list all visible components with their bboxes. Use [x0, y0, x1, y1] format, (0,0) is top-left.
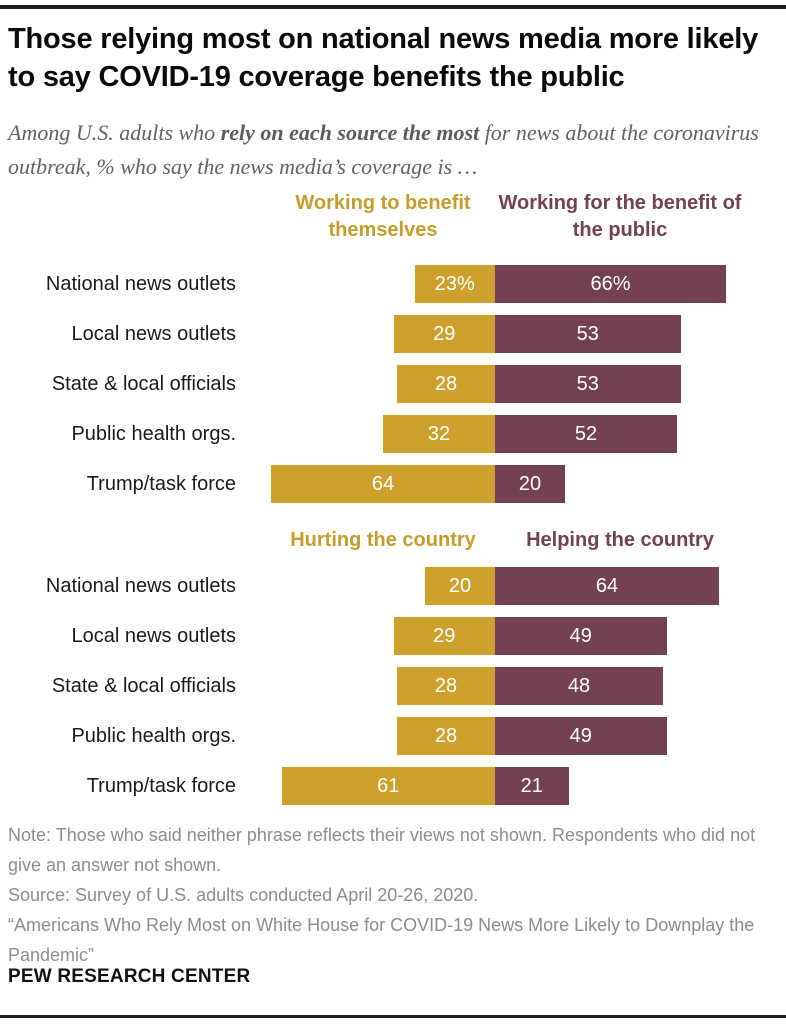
- bar-right-segment: 49: [495, 617, 667, 655]
- bar-right-segment: 53: [495, 365, 681, 403]
- quote-text: “Americans Who Rely Most on White House …: [8, 915, 755, 965]
- bar-left-segment: 61: [281, 767, 495, 805]
- row-label: National news outlets: [45, 272, 236, 295]
- bar-row: Trump/task force 61 21: [0, 767, 786, 805]
- bar-right-segment: 53: [495, 315, 681, 353]
- row-label: Trump/task force: [86, 472, 236, 495]
- bar-right-segment: 21: [495, 767, 569, 805]
- bar-row: National news outlets 23% 66%: [0, 265, 786, 303]
- brand-pew-research-center: PEW RESEARCH CENTER: [8, 966, 251, 987]
- bar-left-segment: 28: [397, 365, 495, 403]
- subtitle-text-prefix: Among U.S. adults who: [8, 120, 221, 145]
- bar-row: Public health orgs. 28 49: [0, 717, 786, 755]
- row-label: State & local officials: [51, 372, 236, 395]
- source-text: Source: Survey of U.S. adults conducted …: [8, 885, 479, 905]
- bar-left-segment: 29: [393, 315, 495, 353]
- row-label: Local news outlets: [71, 624, 236, 647]
- left-column-header: Working to benefit themselves: [295, 192, 471, 241]
- row-label: State & local officials: [51, 674, 236, 697]
- bar-left-segment: 20: [425, 567, 495, 605]
- note-text: Note: Those who said neither phrase refl…: [8, 825, 756, 875]
- chart-subtitle: Among U.S. adults who rely on each sourc…: [8, 116, 774, 184]
- subtitle-bold-text: rely on each source the most: [220, 120, 480, 145]
- bar-right-segment: 49: [495, 717, 667, 755]
- panel-benefit: Working to benefit themselves Working fo…: [0, 190, 786, 517]
- bar-row: Trump/task force 64 20: [0, 465, 786, 503]
- bar-row: State & local officials 28 48: [0, 667, 786, 705]
- left-column-header: Hurting the country: [290, 529, 476, 551]
- top-rule: [0, 5, 786, 9]
- page-title: Those relying most on national news medi…: [8, 23, 759, 93]
- bar-left-segment: 28: [397, 717, 495, 755]
- bottom-rule: [0, 1015, 786, 1018]
- row-label: Trump/task force: [86, 774, 236, 797]
- row-label: Public health orgs.: [71, 724, 236, 747]
- row-label: Local news outlets: [71, 322, 236, 345]
- bar-left-segment: 29: [393, 617, 495, 655]
- row-label: National news outlets: [45, 574, 236, 597]
- bar-right-segment: 52: [495, 415, 677, 453]
- bar-row: National news outlets 20 64: [0, 567, 786, 605]
- bar-right-segment: 64: [495, 567, 719, 605]
- bar-row: Local news outlets 29 49: [0, 617, 786, 655]
- bar-left-segment: 32: [383, 415, 495, 453]
- bar-row: State & local officials 28 53: [0, 365, 786, 403]
- bar-left-segment: 28: [397, 667, 495, 705]
- row-label: Public health orgs.: [71, 422, 236, 445]
- panel-country: Hurting the country Helping the country …: [0, 527, 786, 809]
- bar-left-segment: 23%: [414, 265, 495, 303]
- bar-row: Local news outlets 29 53: [0, 315, 786, 353]
- footer: Note: Those who said neither phrase refl…: [8, 820, 776, 970]
- bar-right-segment: 20: [495, 465, 565, 503]
- bar-right-segment: 48: [495, 667, 663, 705]
- bar-row: Public health orgs. 32 52: [0, 415, 786, 453]
- subtitle-text-suffix: for news about the coronavirus outbreak,…: [8, 120, 759, 179]
- right-column-header: Working for the benefit of the public: [498, 192, 742, 241]
- bar-left-segment: 64: [271, 465, 495, 503]
- bar-right-segment: 66%: [495, 265, 726, 303]
- right-column-header: Helping the country: [526, 529, 714, 551]
